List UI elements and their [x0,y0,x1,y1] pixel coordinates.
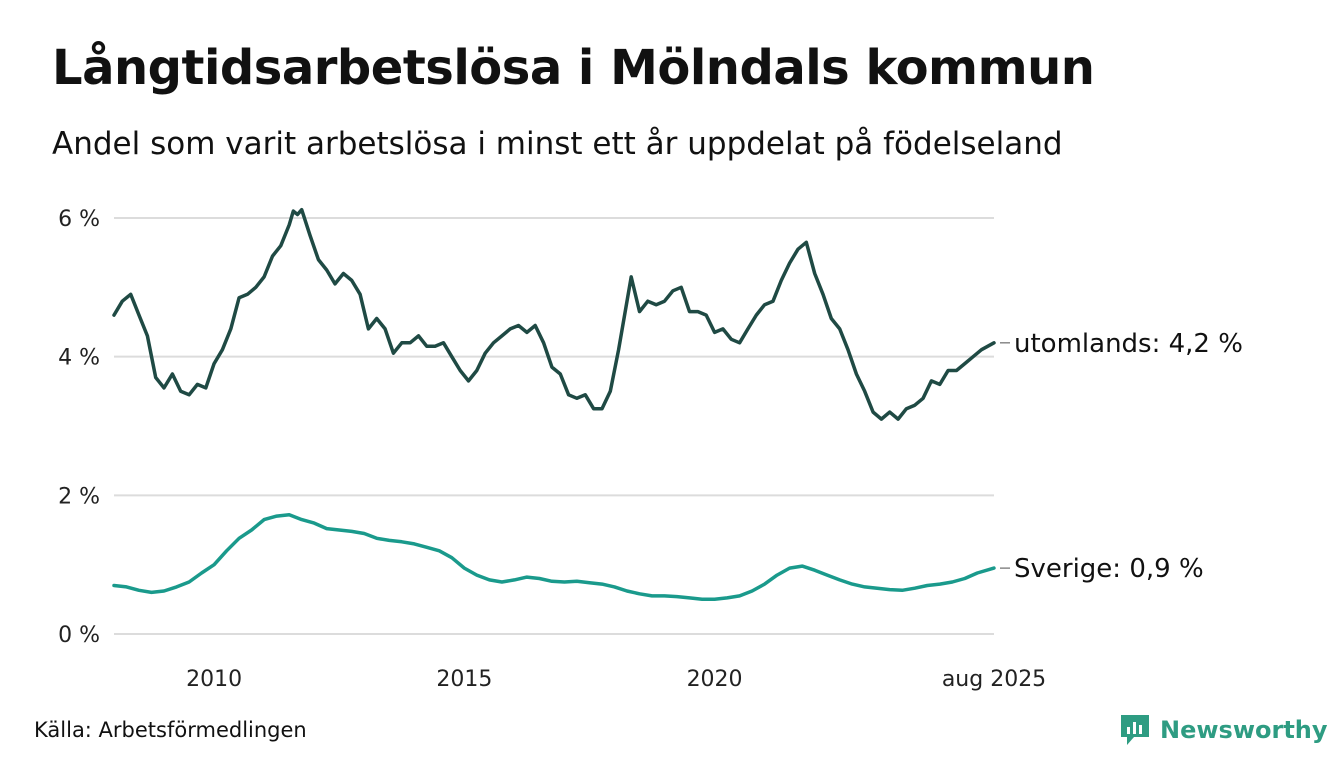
y-tick-label: 2 % [58,484,100,509]
y-tick-label: 6 % [58,207,100,232]
chart-title: Långtidsarbetslösa i Mölndals kommun [52,40,1095,96]
brand-name: Newsworthy [1160,716,1328,744]
end-label-sverige: Sverige: 0,9 % [1014,554,1204,584]
grid-lines [114,217,994,635]
source-note: Källa: Arbetsförmedlingen [34,718,307,742]
series-line-sverige [112,512,996,602]
chart-subtitle: Andel som varit arbetslösa i minst ett å… [52,126,1063,162]
y-axis-ticks: 0 % 2 % 4 % 6 % [58,207,100,648]
y-tick-label: 4 % [58,346,100,371]
x-tick-label: 2010 [186,667,242,692]
end-label-utomlands: utomlands: 4,2 % [1014,329,1243,359]
x-axis-ticks: 2010 2015 2020 aug 2025 [186,667,1046,692]
y-tick-label: 0 % [58,623,100,648]
x-tick-label: 2020 [687,667,743,692]
x-tick-label: aug 2025 [942,667,1046,692]
series-line-utomlands [112,207,996,421]
x-tick-label: 2015 [436,667,492,692]
line-chart: 0 % 2 % 4 % 6 % 2010 2015 2020 aug 2025 utomla… [58,207,1243,692]
series-lines [112,207,996,602]
brand-logo: Newsworthy [1118,712,1328,748]
end-labels: utomlands: 4,2 % Sverige: 0,9 % [1000,329,1243,584]
newsworthy-logo-icon [1121,715,1149,745]
